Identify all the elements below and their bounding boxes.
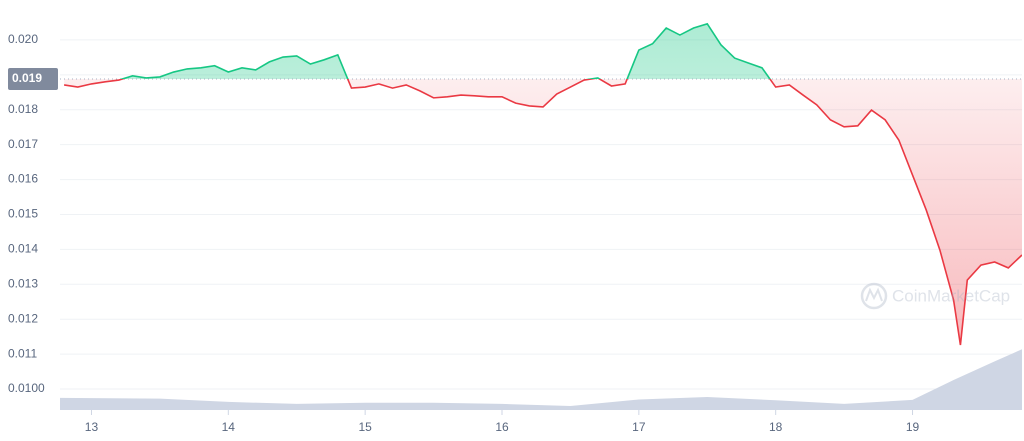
- price-line-up: [119, 22, 771, 80]
- price-line-down: [63, 79, 1022, 346]
- x-tick-label: 15: [358, 420, 372, 434]
- y-tick-label: 0.013: [8, 276, 38, 290]
- watermark-text: CoinMarketCap: [892, 286, 1010, 305]
- volume-area: [60, 349, 1022, 410]
- y-tick-label: 0.016: [8, 172, 38, 186]
- y-tick-label: 0.020: [8, 32, 38, 46]
- x-tick-label: 16: [495, 420, 509, 434]
- x-tick-label: 18: [769, 420, 783, 434]
- y-tick-label: 0.015: [8, 207, 38, 221]
- x-tick-label: 14: [222, 420, 236, 434]
- area-up: [64, 23, 1022, 80]
- y-tick-label: 0.012: [8, 311, 38, 325]
- x-tick-label: 17: [632, 420, 646, 434]
- x-tick-label: 19: [906, 420, 920, 434]
- y-tick-label: 0.011: [8, 346, 37, 360]
- y-tick-label: 0.014: [8, 242, 38, 256]
- y-tick-label: 0.0100: [8, 381, 45, 395]
- y-tick-label: 0.017: [8, 137, 38, 151]
- reference-badge: [8, 68, 58, 91]
- x-tick-label: 13: [85, 420, 99, 434]
- reference-label: 0.019: [12, 71, 42, 85]
- watermark: CoinMarketCap: [860, 282, 1010, 310]
- area-down: [64, 79, 1022, 346]
- y-tick-label: 0.018: [8, 102, 38, 116]
